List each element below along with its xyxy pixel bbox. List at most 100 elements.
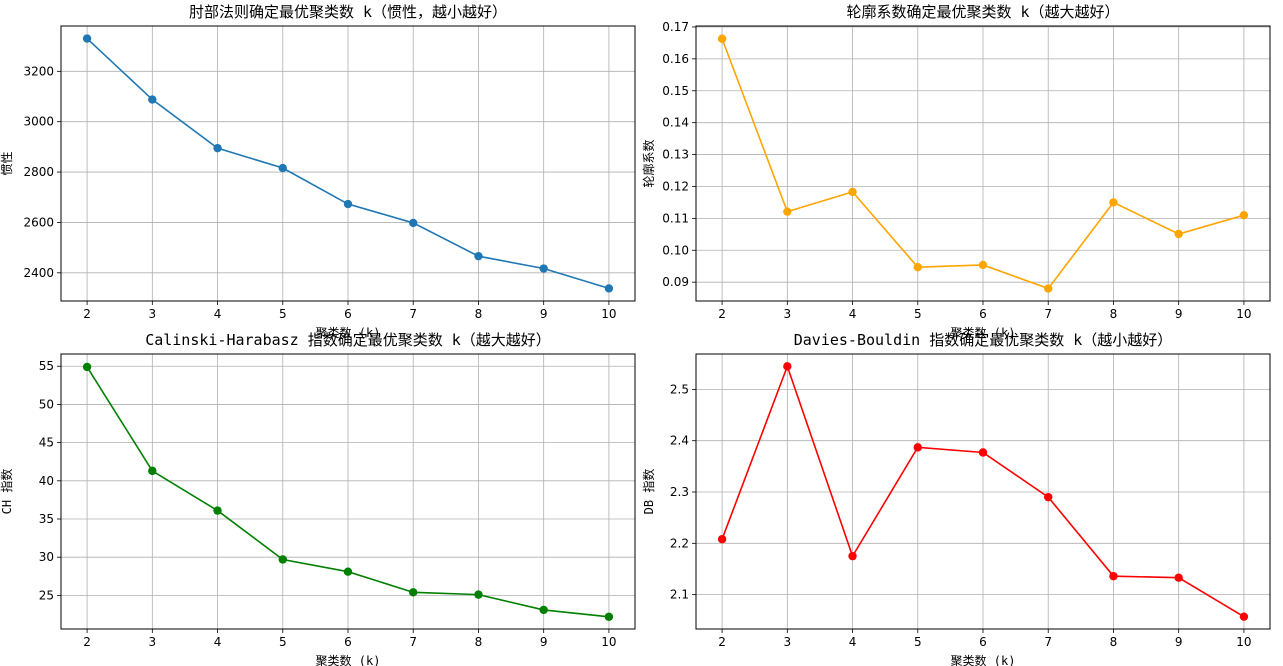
y-tick-label: 25 [39,588,54,602]
x-tick-label: 3 [148,635,156,649]
data-point [1109,571,1118,581]
data-point [978,448,988,457]
x-tick-label: 10 [601,307,616,321]
x-tick-label: 8 [1110,307,1118,321]
data-point [1239,210,1249,220]
x-tick-label: 8 [475,635,483,649]
data-point [474,590,483,599]
data-point [1239,612,1249,621]
data-point [148,466,157,476]
data-point [1044,284,1053,293]
data-point [717,34,727,43]
x-tick-label: 6 [344,307,352,321]
y-tick-label: 0.11 [662,211,689,225]
chart-panel-2: 2 3 4 5 6 7 8 9 10 0.09 0.10 0.11 0.12 0.13 0.14 0.15 0.… [641,3,1271,340]
x-tick-label: 4 [849,307,857,321]
data-point [783,207,792,216]
x-tick-label: 4 [214,635,222,649]
x-tick-label: 6 [344,635,352,649]
x-tick-label: 10 [1236,635,1251,649]
data-point [343,567,353,576]
y-tick-label: 40 [39,474,54,488]
x-tick-label: 2 [718,307,726,321]
y-tick-label: 0.09 [662,275,689,289]
data-point [539,264,548,273]
y-tick-label: 0.12 [662,179,689,193]
data-point [409,218,418,228]
data-point [213,506,222,515]
x-axis-label: 聚类数 (k) [951,325,1016,340]
y-tick-label: 2.3 [670,485,689,499]
y-axis-label: CH 指数 [0,469,14,515]
x-tick-label: 4 [214,307,222,321]
x-tick-label: 4 [849,635,857,649]
x-tick-label: 7 [1044,635,1052,649]
data-point [717,535,727,544]
data-point [1044,492,1053,502]
data-point [848,551,857,561]
chart-panel-3: 2 3 4 5 6 7 8 9 1025303540455055Calinski-Harabas… [0,331,636,666]
chart-title: Calinski-Harabasz 指数确定最优聚类数 k（越大越好） [145,331,551,349]
y-axis-label: DB 指数 [641,469,656,515]
data-point [82,362,92,372]
chart-title: 肘部法则确定最优聚类数 k（惯性，越小越好） [189,3,507,21]
y-tick-label: 0.16 [662,52,689,66]
x-tick-label: 10 [1236,307,1251,321]
data-point [1174,573,1183,582]
x-tick-label: 7 [409,635,417,649]
y-tick-label: 2.5 [670,382,689,396]
y-tick-label: 45 [39,436,54,450]
x-tick-label: 3 [783,635,791,649]
y-tick-label: 0.15 [662,84,689,98]
data-point [1174,229,1183,239]
y-axis-label: 惯性 [0,151,14,175]
data-point [148,95,157,104]
data-point [1109,198,1118,207]
data-point [278,555,287,564]
x-tick-label: 6 [979,307,987,321]
data-point [848,187,857,197]
x-tick-label: 9 [540,307,548,321]
data-point [783,362,792,371]
y-tick-label: 2800 [23,165,54,179]
x-tick-label: 5 [279,635,287,649]
y-axis-label: 轮廓系数 [641,139,656,187]
data-point [913,443,922,452]
data-point [409,588,418,597]
x-tick-label: 5 [914,307,922,321]
y-tick-label: 35 [39,512,54,526]
data-point [213,143,222,153]
y-tick-label: 2.2 [670,536,689,550]
y-tick-label: 50 [39,397,54,411]
x-axis-label: 聚类数 (k) [951,653,1016,666]
data-point [539,605,548,615]
x-tick-label: 8 [1110,635,1118,649]
x-axis-label: 聚类数 (k) [316,325,381,340]
x-tick-label: 9 [1175,635,1183,649]
y-tick-label: 0.17 [662,20,689,34]
y-tick-label: 0.13 [662,148,689,162]
data-point [474,251,483,261]
chart-title: Davies-Bouldin 指数确定最优聚类数 k（越小越好） [794,331,1173,349]
chart-panel-4: 2 3 4 5 6 7 8 9 10 2.1 2.2 2.3 2.4 2.5 Davies-Bouldin … [641,331,1271,666]
y-tick-label: 2400 [23,266,54,280]
y-tick-label: 3200 [23,64,54,78]
data-point [913,262,922,272]
x-axis-label: 聚类数 (k) [316,653,381,666]
data-point [82,34,92,43]
y-tick-label: 30 [39,550,54,564]
x-tick-label: 3 [783,307,791,321]
x-tick-label: 9 [1175,307,1183,321]
y-tick-label: 55 [39,359,54,373]
data-point [604,612,614,621]
x-tick-label: 8 [475,307,483,321]
x-tick-label: 10 [601,635,616,649]
chart-title: 轮廓系数确定最优聚类数 k（越大越好） [846,3,1119,21]
chart-panel-1: 2 3 4 5 6 7 8 9 10 2400 2600 2800 3000 3200 肘部法则确定最优聚类… [0,3,636,340]
x-tick-label: 2 [83,635,91,649]
x-tick-label: 9 [540,635,548,649]
x-tick-label: 2 [718,635,726,649]
y-tick-label: 0.10 [662,243,689,257]
x-tick-label: 2 [83,307,91,321]
